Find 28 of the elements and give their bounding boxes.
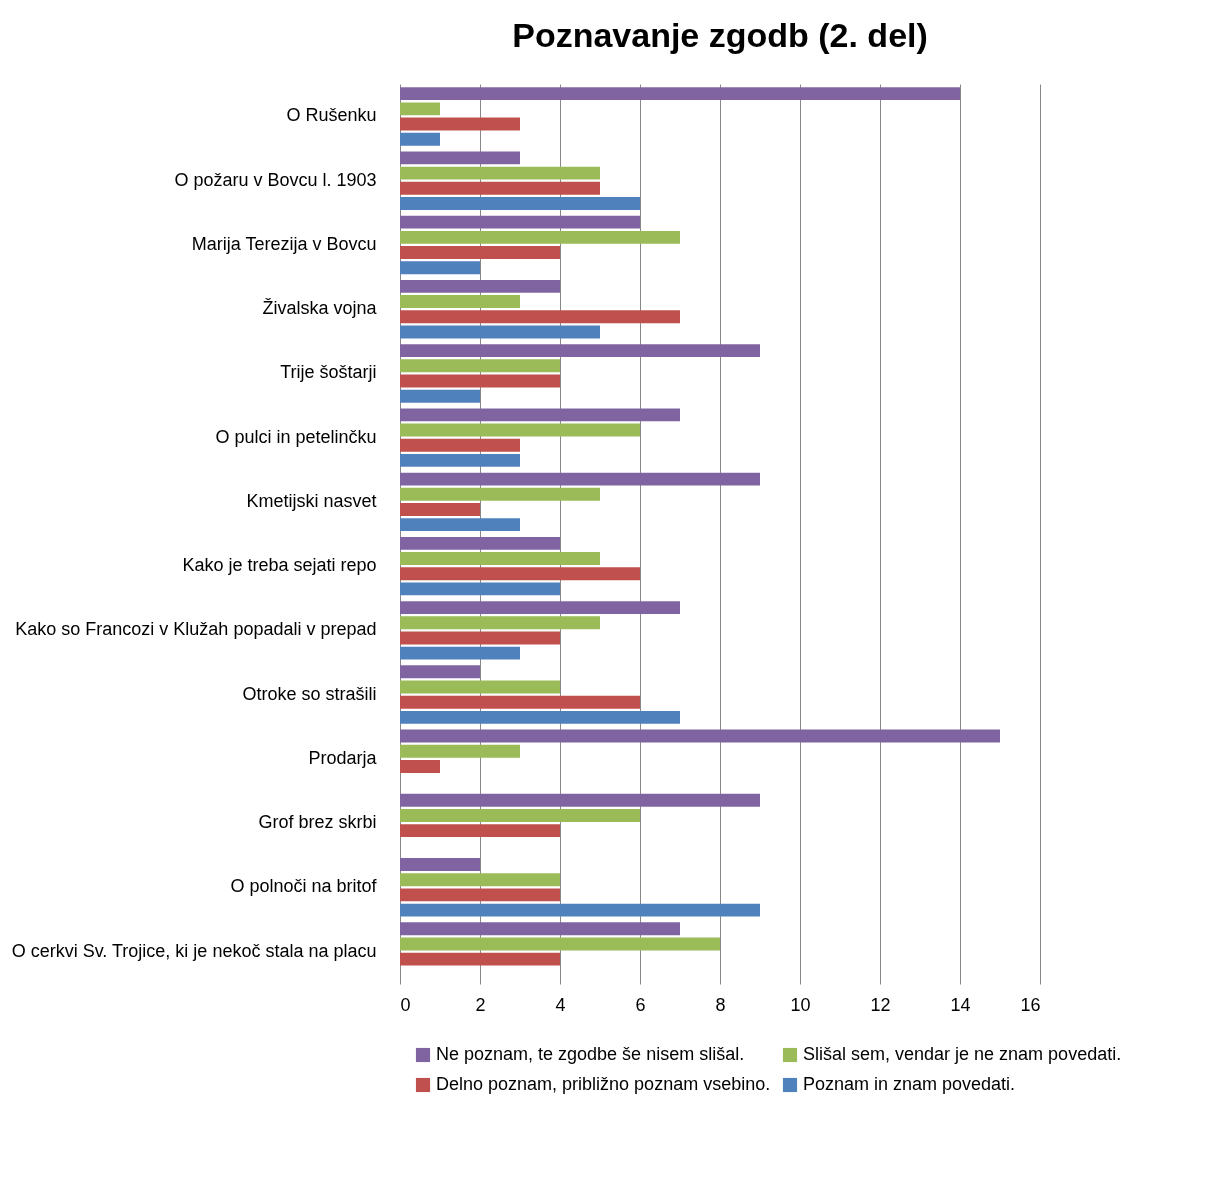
x-tick-label: 14 xyxy=(950,994,971,1015)
y-tick-label: Otroke so strašili xyxy=(242,683,377,704)
legend-label: Poznam in znam povedati. xyxy=(803,1074,1016,1094)
y-tick-label: Marija Terezija v Bovcu xyxy=(191,233,377,254)
y-tick-label: Kako je treba sejati repo xyxy=(182,555,377,576)
x-tick-label: 10 xyxy=(790,994,811,1015)
y-tick-label: Trije šoštarji xyxy=(280,362,377,383)
legend-label: Slišal sem, vendar je ne znam povedati. xyxy=(803,1044,1122,1064)
chart-title: Poznavanje zgodb (2. del) xyxy=(512,16,928,54)
x-tick-label: 12 xyxy=(870,994,891,1015)
y-tick-label: O Rušenku xyxy=(286,105,377,126)
y-tick-label: Grof brez skrbi xyxy=(258,812,377,833)
y-tick-label: Kako so Francozi v Klužah popadali v prepad xyxy=(15,619,377,640)
y-tick-label: Živalska vojna xyxy=(262,298,378,319)
x-tick-label: 2 xyxy=(475,994,486,1015)
y-tick-label: Prodarja xyxy=(308,747,378,768)
x-tick-label: 6 xyxy=(635,994,646,1015)
x-tick-label: 8 xyxy=(715,994,726,1015)
y-tick-label: O polnoči na britof xyxy=(230,876,378,897)
y-tick-label: O pulci in petelinčku xyxy=(215,426,377,447)
x-tick-label: 0 xyxy=(400,994,411,1015)
x-tick-label: 4 xyxy=(555,994,566,1015)
y-tick-label: O požaru v Bovcu l. 1903 xyxy=(174,169,377,190)
legend-label: Ne poznam, te zgodbe še nisem slišal. xyxy=(436,1044,745,1064)
legend-label: Delno poznam, približno poznam vsebino. xyxy=(436,1074,771,1094)
y-tick-label: O cerkvi Sv. Trojice, ki je nekoč stala na placu xyxy=(11,940,377,961)
y-tick-label: Kmetijski nasvet xyxy=(246,490,377,511)
x-tick-label: 16 xyxy=(1020,994,1041,1015)
